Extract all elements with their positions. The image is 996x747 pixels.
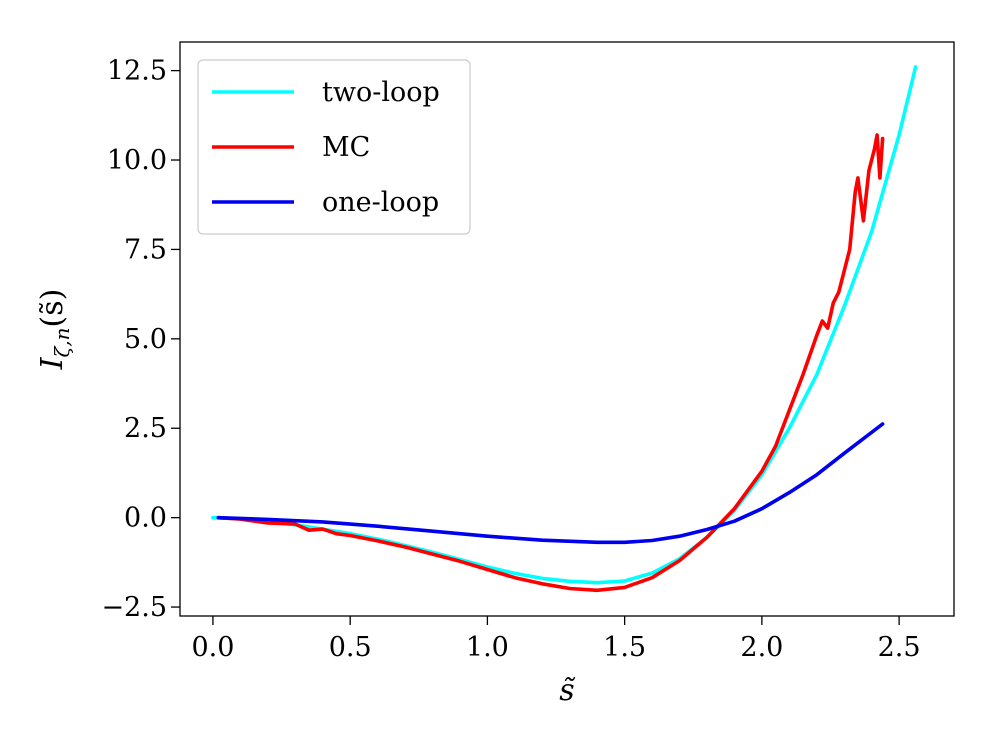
legend-items: two-loop MC one-loop [212,77,440,218]
legend-box [197,59,471,235]
x-tick-label: 2.5 [878,632,921,663]
legend-label-two-loop: two-loop [322,77,440,108]
y-tick-label: 10.0 [107,145,167,176]
y-axis-label-base: I [35,356,70,370]
y-axis-label: Iζ,n(s̃) [35,289,74,371]
x-tick-label: 0.0 [191,632,234,663]
y-tick-label: 12.5 [107,56,167,87]
series-line-one-loop [216,422,885,545]
series-line-MC [216,133,885,593]
x-tick-label: 2.0 [740,632,783,663]
x-axis: 0.0 0.5 1.0 1.5 2.0 2.5 [191,616,921,663]
y-tick-label: 0.0 [124,503,167,534]
plot-frame [179,41,955,617]
x-axis-label: s̃ [559,673,576,708]
y-axis: −2.5 0.0 2.5 5.0 7.5 10.0 12.5 [101,56,180,623]
y-axis-label-argument: (s̃) [35,289,70,328]
y-tick-label: −2.5 [101,592,167,623]
y-tick-label: 2.5 [124,413,167,444]
x-tick-label: 0.5 [329,632,372,663]
legend: two-loop MC one-loop [197,59,471,235]
y-axis-label-subscript: ζ,n [50,327,74,357]
x-tick-label: 1.5 [603,632,646,663]
y-tick-label: 5.0 [124,324,167,355]
legend-label-MC: MC [322,132,370,163]
y-tick-label: 7.5 [124,234,167,265]
series-layer [211,65,918,593]
legend-label-one-loop: one-loop [322,187,439,218]
x-tick-label: 1.0 [466,632,509,663]
